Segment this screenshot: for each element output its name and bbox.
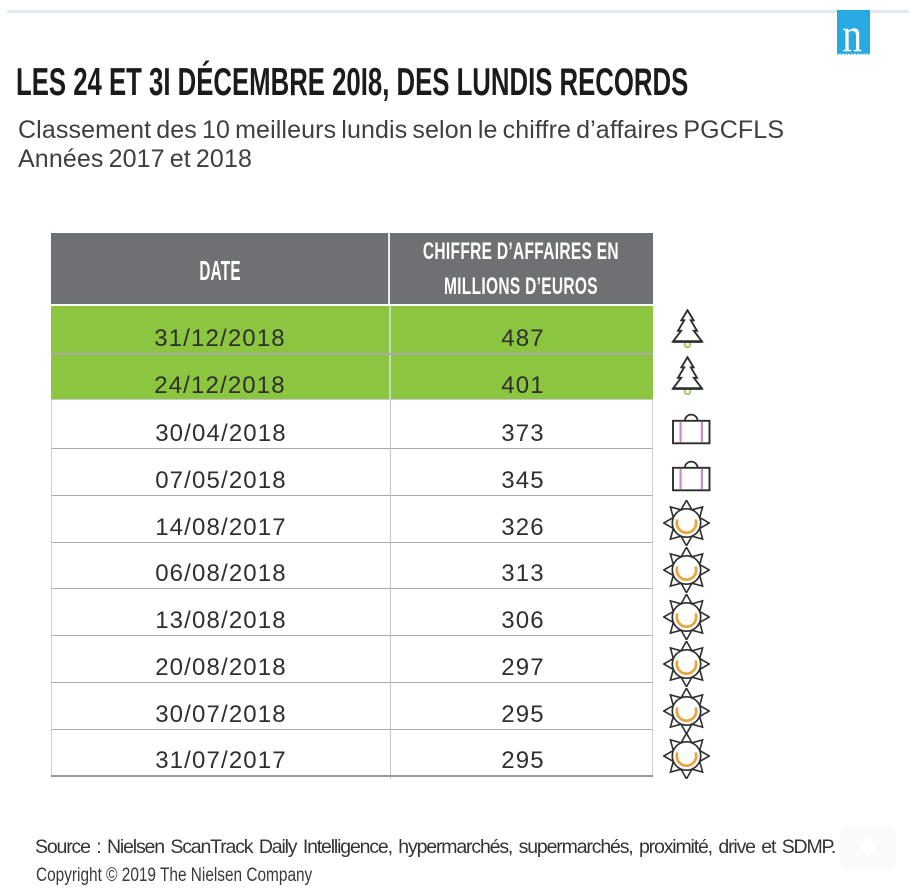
- svg-text:n: n: [842, 10, 862, 56]
